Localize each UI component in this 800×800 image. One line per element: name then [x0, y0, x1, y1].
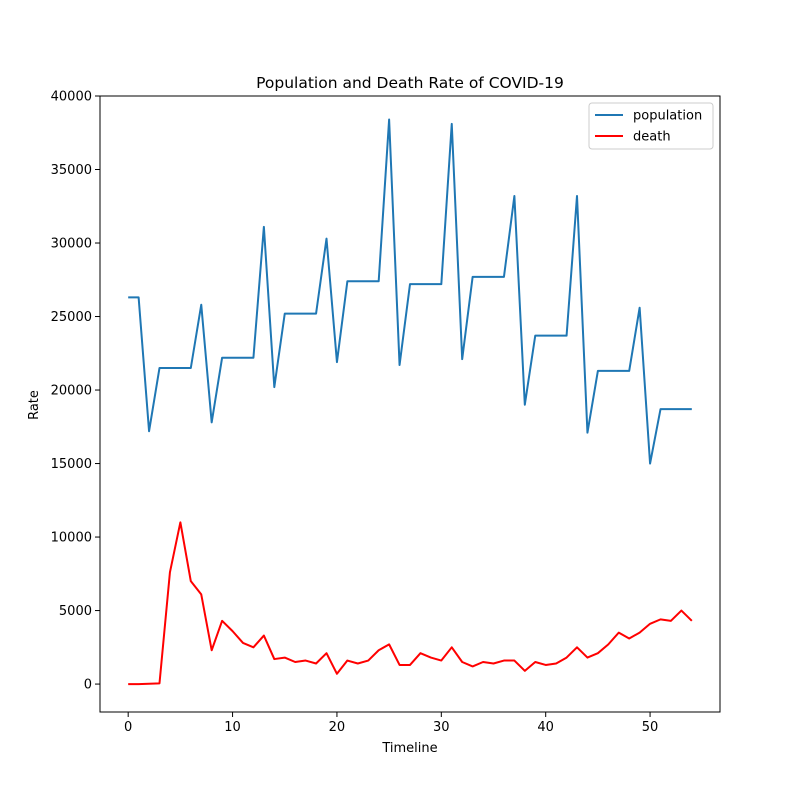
y-tick-label-25000: 25000	[51, 310, 92, 325]
y-tick-label-40000: 40000	[51, 90, 92, 105]
series-line-population	[128, 118, 692, 465]
x-tick-label-0: 0	[124, 720, 132, 735]
axes-frame	[99, 95, 721, 713]
x-tick-label-50: 50	[642, 720, 659, 735]
x-tick-label-10: 10	[224, 720, 241, 735]
plot-area: 0 10 20 30 40 50 0 5000 10000 15000 20000 25000 3000…	[51, 90, 721, 735]
x-axis-label: Timeline	[381, 741, 437, 756]
y-tick-label-5000: 5000	[59, 604, 92, 619]
series-lines	[128, 118, 693, 686]
series-line-death	[128, 521, 693, 686]
x-tick-label-20: 20	[329, 720, 346, 735]
chart-title: Population and Death Rate of COVID-19	[256, 74, 564, 92]
x-tick-label-40: 40	[537, 720, 554, 735]
y-tick-label-10000: 10000	[51, 531, 92, 546]
legend-label-death: death	[633, 130, 671, 145]
x-tick-label-30: 30	[433, 720, 450, 735]
y-tick-label-35000: 35000	[51, 163, 92, 178]
y-tick-label-15000: 15000	[51, 457, 92, 472]
y-tick-label-0: 0	[84, 678, 92, 693]
y-tick-label-20000: 20000	[51, 384, 92, 399]
legend: population death	[588, 102, 714, 150]
legend-label-population: population	[633, 109, 702, 124]
y-tick-label-30000: 30000	[51, 237, 92, 252]
y-axis-label: Rate	[27, 390, 42, 420]
